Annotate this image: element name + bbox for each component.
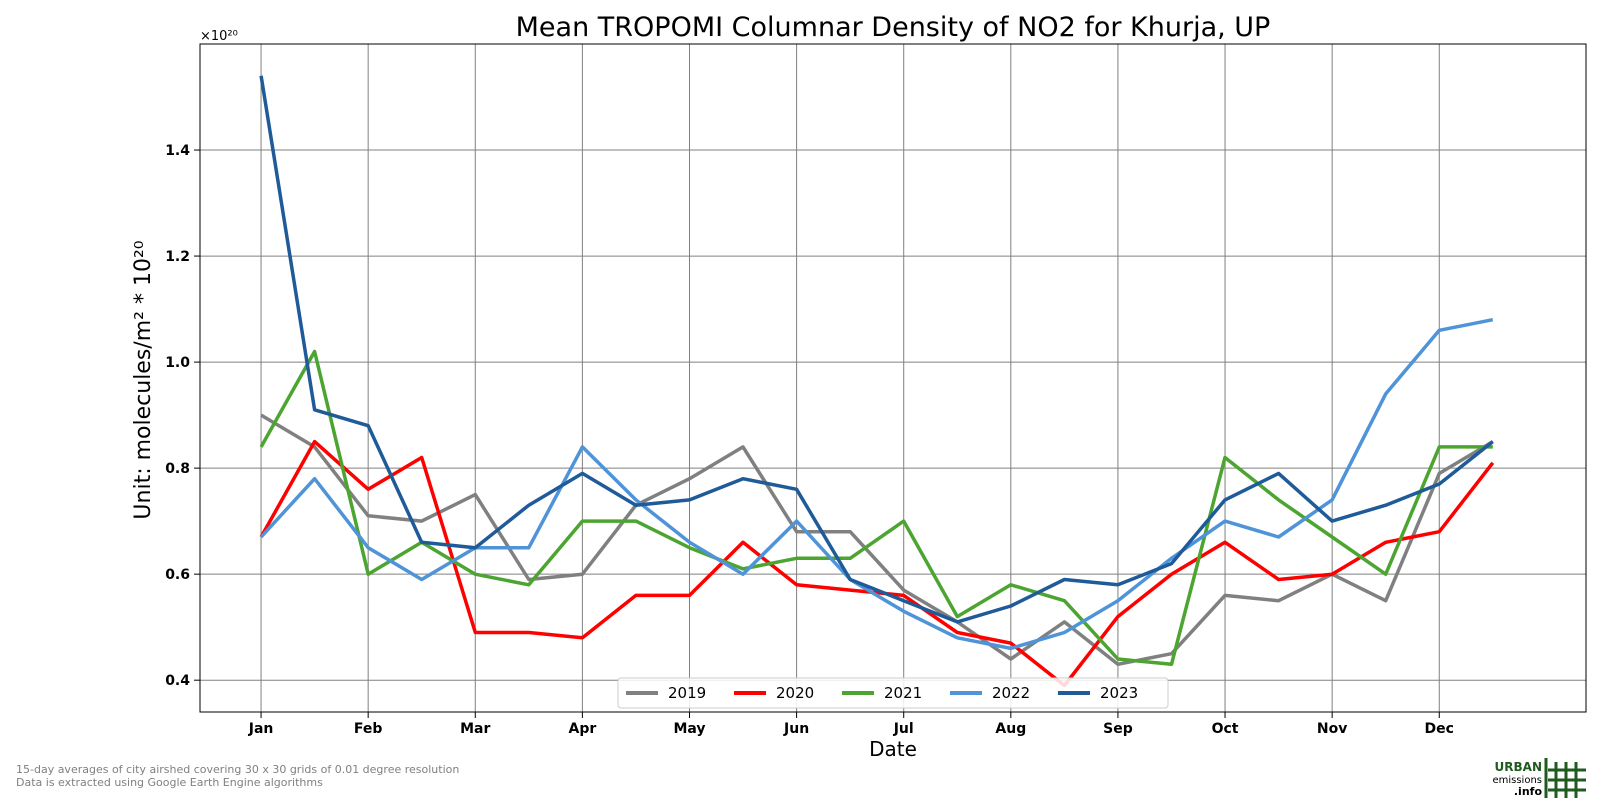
x-tick-label: Jan	[248, 721, 274, 737]
series-line-2022	[259, 317, 1494, 651]
logo-text-urban: URBAN	[1495, 760, 1542, 774]
series-line-2021	[259, 349, 1493, 667]
x-tick-label: Jun	[783, 721, 809, 737]
x-tick-label: Nov	[1317, 721, 1347, 737]
footnote-line-2: Data is extracted using Google Earth Eng…	[16, 776, 323, 789]
y-tick-label: 1.0	[165, 355, 190, 371]
x-tick-label: Dec	[1425, 721, 1454, 737]
y-multiplier: ×10²⁰	[200, 29, 238, 44]
legend-label: 2022	[992, 684, 1030, 702]
x-tick-label: Mar	[460, 721, 490, 737]
legend-label: 2019	[668, 684, 706, 702]
x-tick-label: Apr	[568, 721, 596, 737]
logo-text-info: .info	[1514, 785, 1543, 798]
y-tick-label: 0.6	[165, 567, 190, 583]
y-tick-label: 0.8	[165, 461, 190, 477]
x-tick-label: May	[673, 721, 705, 737]
urban-emissions-logo: URBAN emissions .info	[1492, 758, 1586, 798]
y-tick-label: 1.4	[165, 143, 190, 159]
x-tick-label: Aug	[995, 721, 1026, 737]
legend-label: 2023	[1100, 684, 1138, 702]
footnote-line-1: 15-day averages of city airshed covering…	[16, 763, 460, 776]
legend-label: 2021	[884, 684, 922, 702]
chart-title: Mean TROPOMI Columnar Density of NO2 for…	[516, 12, 1271, 43]
y-tick-label: 1.2	[165, 249, 190, 265]
series-layer	[259, 75, 1495, 688]
tick-layer: Jan Feb Mar Apr May Jun Jul Aug Sep Oct Nov Dec 0.4 0…	[165, 143, 1454, 737]
series-line-2019	[260, 413, 1494, 667]
logo-text-emissions: emissions	[1492, 775, 1542, 786]
legend-label: 2020	[776, 684, 814, 702]
x-tick-label: Oct	[1212, 721, 1239, 737]
x-tick-label: Sep	[1103, 721, 1133, 737]
series-line-2020	[259, 439, 1495, 688]
x-tick-label: Jul	[893, 721, 914, 737]
x-axis-label: Date	[869, 737, 917, 761]
y-tick-label: 0.4	[165, 673, 190, 689]
legend: 2019 2020 2021 2022 2023	[617, 677, 1169, 709]
x-tick-label: Feb	[354, 721, 383, 737]
logo-grid-icon	[1544, 758, 1586, 798]
series-line-2023	[259, 75, 1494, 624]
plot-frame	[199, 43, 1587, 713]
legend-box	[617, 677, 1169, 709]
y-axis-label: Unit: molecules/m² * 10²⁰	[131, 240, 156, 519]
grid-layer	[200, 44, 1586, 712]
